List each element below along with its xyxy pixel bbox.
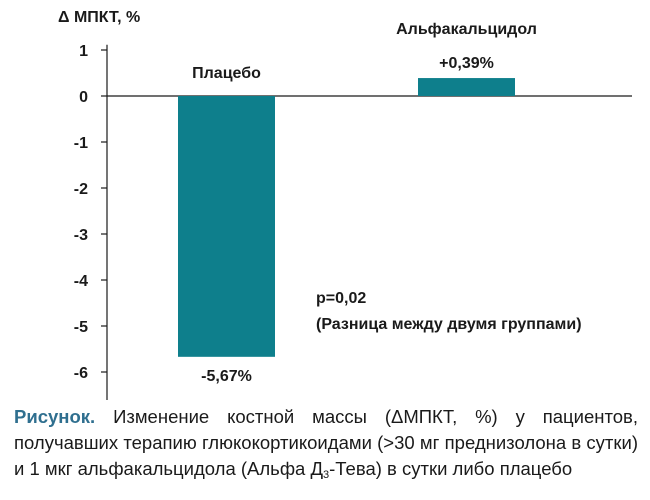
- bar-alfacalcidol: [418, 78, 515, 96]
- annotation-p-value: p=0,02: [316, 290, 366, 307]
- y-tick-label: 1: [79, 43, 88, 60]
- y-axis: 1 0 -1 -2 -3 -4 -5 -6: [74, 43, 632, 400]
- bar-placebo: [178, 96, 275, 357]
- caption-label: Рисунок.: [14, 406, 96, 427]
- y-tick-label: -1: [74, 135, 88, 152]
- y-tick-label: -5: [74, 319, 88, 336]
- value-label: +0,39%: [439, 55, 494, 72]
- figure-caption: Рисунок. Изменение костной массы (ΔМПКТ,…: [14, 404, 638, 488]
- y-tick-label: 0: [79, 89, 88, 106]
- bars: Плацебо -5,67% Альфакальцидол +0,39%: [178, 21, 537, 385]
- y-tick-label: -2: [74, 181, 88, 198]
- value-label: -5,67%: [201, 368, 252, 385]
- category-label: Плацебо: [192, 65, 261, 82]
- y-axis-label: Δ МПКТ, %: [58, 9, 140, 26]
- y-tick-label: -4: [74, 273, 88, 290]
- bar-chart: Δ МПКТ, % 1 0 -1 -2 -3 -4 -5 -6 Плацебо -5,67% Ал…: [58, 9, 632, 400]
- caption-subscript: 3: [323, 469, 330, 481]
- annotation-note: (Разница между двумя группами): [316, 316, 582, 333]
- y-tick-label: -3: [74, 227, 88, 244]
- category-label: Альфакальцидол: [396, 21, 537, 38]
- caption-text: Изменение костной массы (ΔМПКТ, %) у пац…: [14, 406, 638, 479]
- caption-text-end: -Тева) в сутки либо плацебо: [329, 458, 573, 479]
- y-tick-label: -6: [74, 365, 88, 382]
